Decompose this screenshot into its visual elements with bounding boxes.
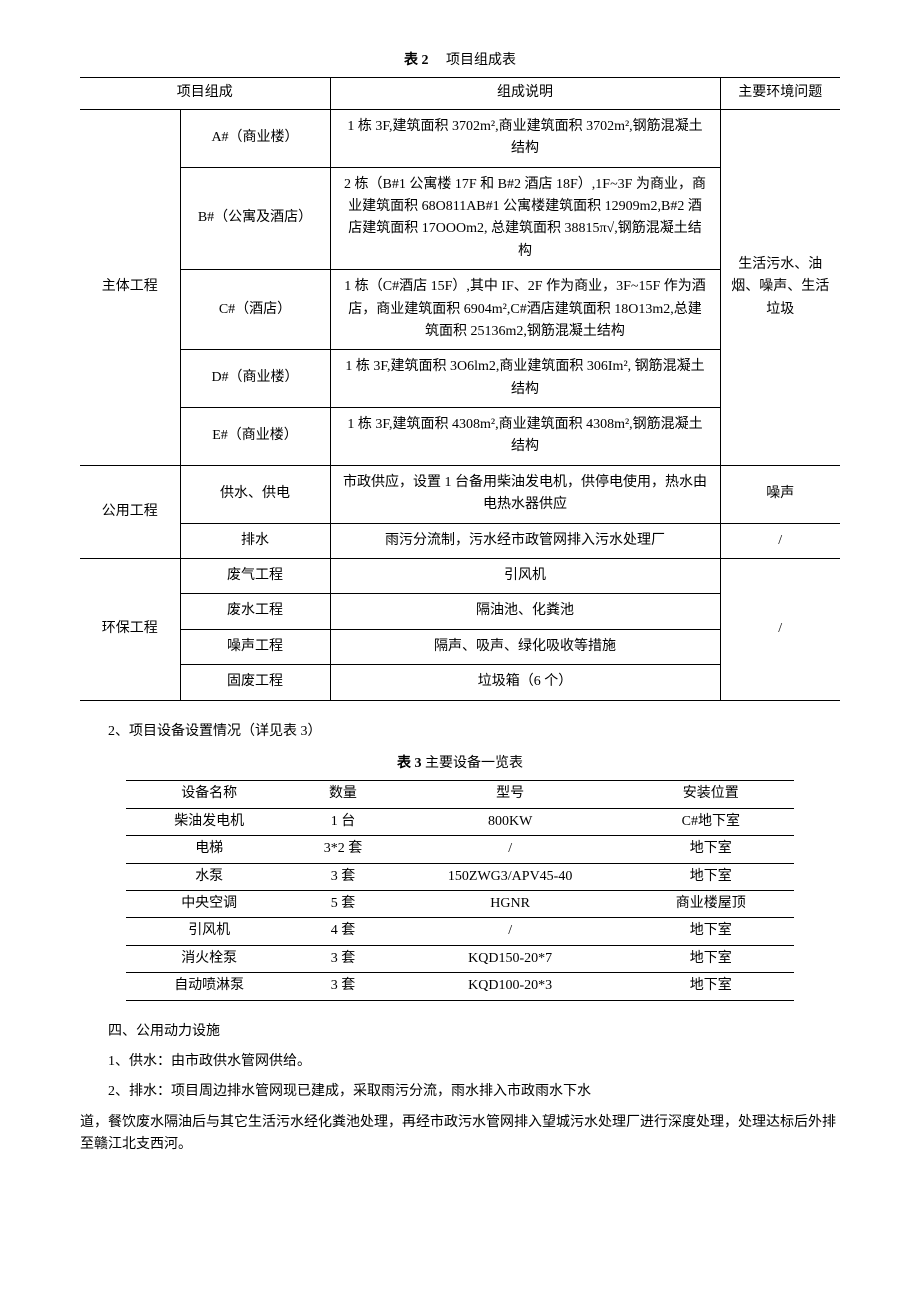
desc-water: 隔油池、化粪池 xyxy=(330,594,720,629)
t3r4c0: 引风机 xyxy=(126,918,293,945)
sub-b: B#（公寓及酒店） xyxy=(180,167,330,270)
t3r2c3: 地下室 xyxy=(627,863,794,890)
group-utility: 公用工程 xyxy=(80,465,180,558)
sub-e: E#（商业楼） xyxy=(180,408,330,466)
sub-noise: 噪声工程 xyxy=(180,629,330,664)
table2-caption-num: 表 2 xyxy=(404,53,429,68)
sub-solid: 固废工程 xyxy=(180,665,330,700)
t3r3c1: 5 套 xyxy=(293,890,393,917)
table-equipment: 设备名称 数量 型号 安装位置 柴油发电机 1 台 800KW C#地下室 电梯… xyxy=(126,780,795,1000)
table-project-composition: 项目组成 组成说明 主要环境问题 主体工程 A#（商业楼） 1 栋 3F,建筑面… xyxy=(80,77,840,700)
t3-h2: 型号 xyxy=(393,781,627,808)
env-drain: / xyxy=(720,523,840,558)
t3r2c2: 150ZWG3/APV45-40 xyxy=(393,863,627,890)
t3r6c1: 3 套 xyxy=(293,973,393,1000)
desc-solid: 垃圾箱（6 个） xyxy=(330,665,720,700)
table3-caption: 表 3 主要设备一览表 xyxy=(80,753,840,775)
desc-c: 1 栋（C#酒店 15F）,其中 IF、2F 作为商业，3F~15F 作为酒店，… xyxy=(330,270,720,350)
table-row: 公用工程 供水、供电 市政供应，设置 1 台备用柴油发电机，供停电使用，热水由电… xyxy=(80,465,840,523)
t3r2c1: 3 套 xyxy=(293,863,393,890)
table3-caption-text: 主要设备一览表 xyxy=(425,756,523,771)
t3r1c3: 地下室 xyxy=(627,836,794,863)
desc-drain: 雨污分流制，污水经市政管网排入污水处理厂 xyxy=(330,523,720,558)
t3r1c1: 3*2 套 xyxy=(293,836,393,863)
env-env: / xyxy=(720,559,840,701)
desc-gas: 引风机 xyxy=(330,559,720,594)
t3r6c0: 自动喷淋泵 xyxy=(126,973,293,1000)
t3r3c0: 中央空调 xyxy=(126,890,293,917)
sub-gas: 废气工程 xyxy=(180,559,330,594)
section4-title: 四、公用动力设施 xyxy=(80,1021,840,1043)
table-row: 主体工程 A#（商业楼） 1 栋 3F,建筑面积 3702m²,商业建筑面积 3… xyxy=(80,109,840,167)
group-env: 环保工程 xyxy=(80,559,180,701)
t3r2c0: 水泵 xyxy=(126,863,293,890)
table3-caption-num: 表 3 xyxy=(397,756,422,771)
table-row: 自动喷淋泵 3 套 KQD100-20*3 地下室 xyxy=(126,973,795,1000)
t3r6c2: KQD100-20*3 xyxy=(393,973,627,1000)
t3r1c2: / xyxy=(393,836,627,863)
table2-h2: 主要环境问题 xyxy=(720,78,840,109)
table2-h1: 组成说明 xyxy=(330,78,720,109)
desc-d: 1 栋 3F,建筑面积 3O6lm2,商业建筑面积 306Im², 钢筋混凝土结… xyxy=(330,350,720,408)
table2-header-row: 项目组成 组成说明 主要环境问题 xyxy=(80,78,840,109)
table2-caption: 表 2 项目组成表 xyxy=(80,50,840,72)
t3r4c2: / xyxy=(393,918,627,945)
t3r5c1: 3 套 xyxy=(293,945,393,972)
table-row: 环保工程 废气工程 引风机 / xyxy=(80,559,840,594)
table2-h0: 项目组成 xyxy=(80,78,330,109)
t3r3c3: 商业楼屋顶 xyxy=(627,890,794,917)
t3r1c0: 电梯 xyxy=(126,836,293,863)
table-row: 消火栓泵 3 套 KQD150-20*7 地下室 xyxy=(126,945,795,972)
table2-caption-text: 项目组成表 xyxy=(446,53,516,68)
env-main: 生活污水、油烟、噪声、生活垃圾 xyxy=(720,109,840,465)
sub-c: C#（酒店） xyxy=(180,270,330,350)
t3r0c1: 1 台 xyxy=(293,808,393,835)
t3r6c3: 地下室 xyxy=(627,973,794,1000)
table-row: 电梯 3*2 套 / 地下室 xyxy=(126,836,795,863)
desc-a: 1 栋 3F,建筑面积 3702m²,商业建筑面积 3702m²,钢筋混凝土结构 xyxy=(330,109,720,167)
table-row: 柴油发电机 1 台 800KW C#地下室 xyxy=(126,808,795,835)
t3r0c2: 800KW xyxy=(393,808,627,835)
sub-drain: 排水 xyxy=(180,523,330,558)
t3-h0: 设备名称 xyxy=(126,781,293,808)
table-row: 中央空调 5 套 HGNR 商业楼屋顶 xyxy=(126,890,795,917)
t3r4c1: 4 套 xyxy=(293,918,393,945)
section4-p2: 2、排水：项目周边排水管网现已建成，采取雨污分流，雨水排入市政雨水下水 xyxy=(80,1081,840,1103)
table-row: 引风机 4 套 / 地下室 xyxy=(126,918,795,945)
t3r3c2: HGNR xyxy=(393,890,627,917)
sub-a: A#（商业楼） xyxy=(180,109,330,167)
table3-header-row: 设备名称 数量 型号 安装位置 xyxy=(126,781,795,808)
t3r5c0: 消火栓泵 xyxy=(126,945,293,972)
sub-water: 废水工程 xyxy=(180,594,330,629)
table-row: 排水 雨污分流制，污水经市政管网排入污水处理厂 / xyxy=(80,523,840,558)
section4-p1: 1、供水：由市政供水管网供给。 xyxy=(80,1051,840,1073)
desc-e: 1 栋 3F,建筑面积 4308m²,商业建筑面积 4308m²,钢筋混凝土结构 xyxy=(330,408,720,466)
sub-supply: 供水、供电 xyxy=(180,465,330,523)
desc-noise: 隔声、吸声、绿化吸收等措施 xyxy=(330,629,720,664)
t3r0c3: C#地下室 xyxy=(627,808,794,835)
t3-h1: 数量 xyxy=(293,781,393,808)
table-row: 水泵 3 套 150ZWG3/APV45-40 地下室 xyxy=(126,863,795,890)
t3r5c2: KQD150-20*7 xyxy=(393,945,627,972)
group-main: 主体工程 xyxy=(80,109,180,465)
env-supply: 噪声 xyxy=(720,465,840,523)
t3r4c3: 地下室 xyxy=(627,918,794,945)
t3r0c0: 柴油发电机 xyxy=(126,808,293,835)
section2-title: 2、项目设备设置情况（详见表 3） xyxy=(80,721,840,743)
t3r5c3: 地下室 xyxy=(627,945,794,972)
desc-supply: 市政供应，设置 1 台备用柴油发电机，供停电使用，热水由电热水器供应 xyxy=(330,465,720,523)
section4-p3: 道，餐饮废水隔油后与其它生活污水经化粪池处理，再经市政污水管网排入望城污水处理厂… xyxy=(80,1112,840,1157)
t3-h3: 安装位置 xyxy=(627,781,794,808)
sub-d: D#（商业楼） xyxy=(180,350,330,408)
desc-b: 2 栋（B#1 公寓楼 17F 和 B#2 酒店 18F）,1F~3F 为商业，… xyxy=(330,167,720,270)
